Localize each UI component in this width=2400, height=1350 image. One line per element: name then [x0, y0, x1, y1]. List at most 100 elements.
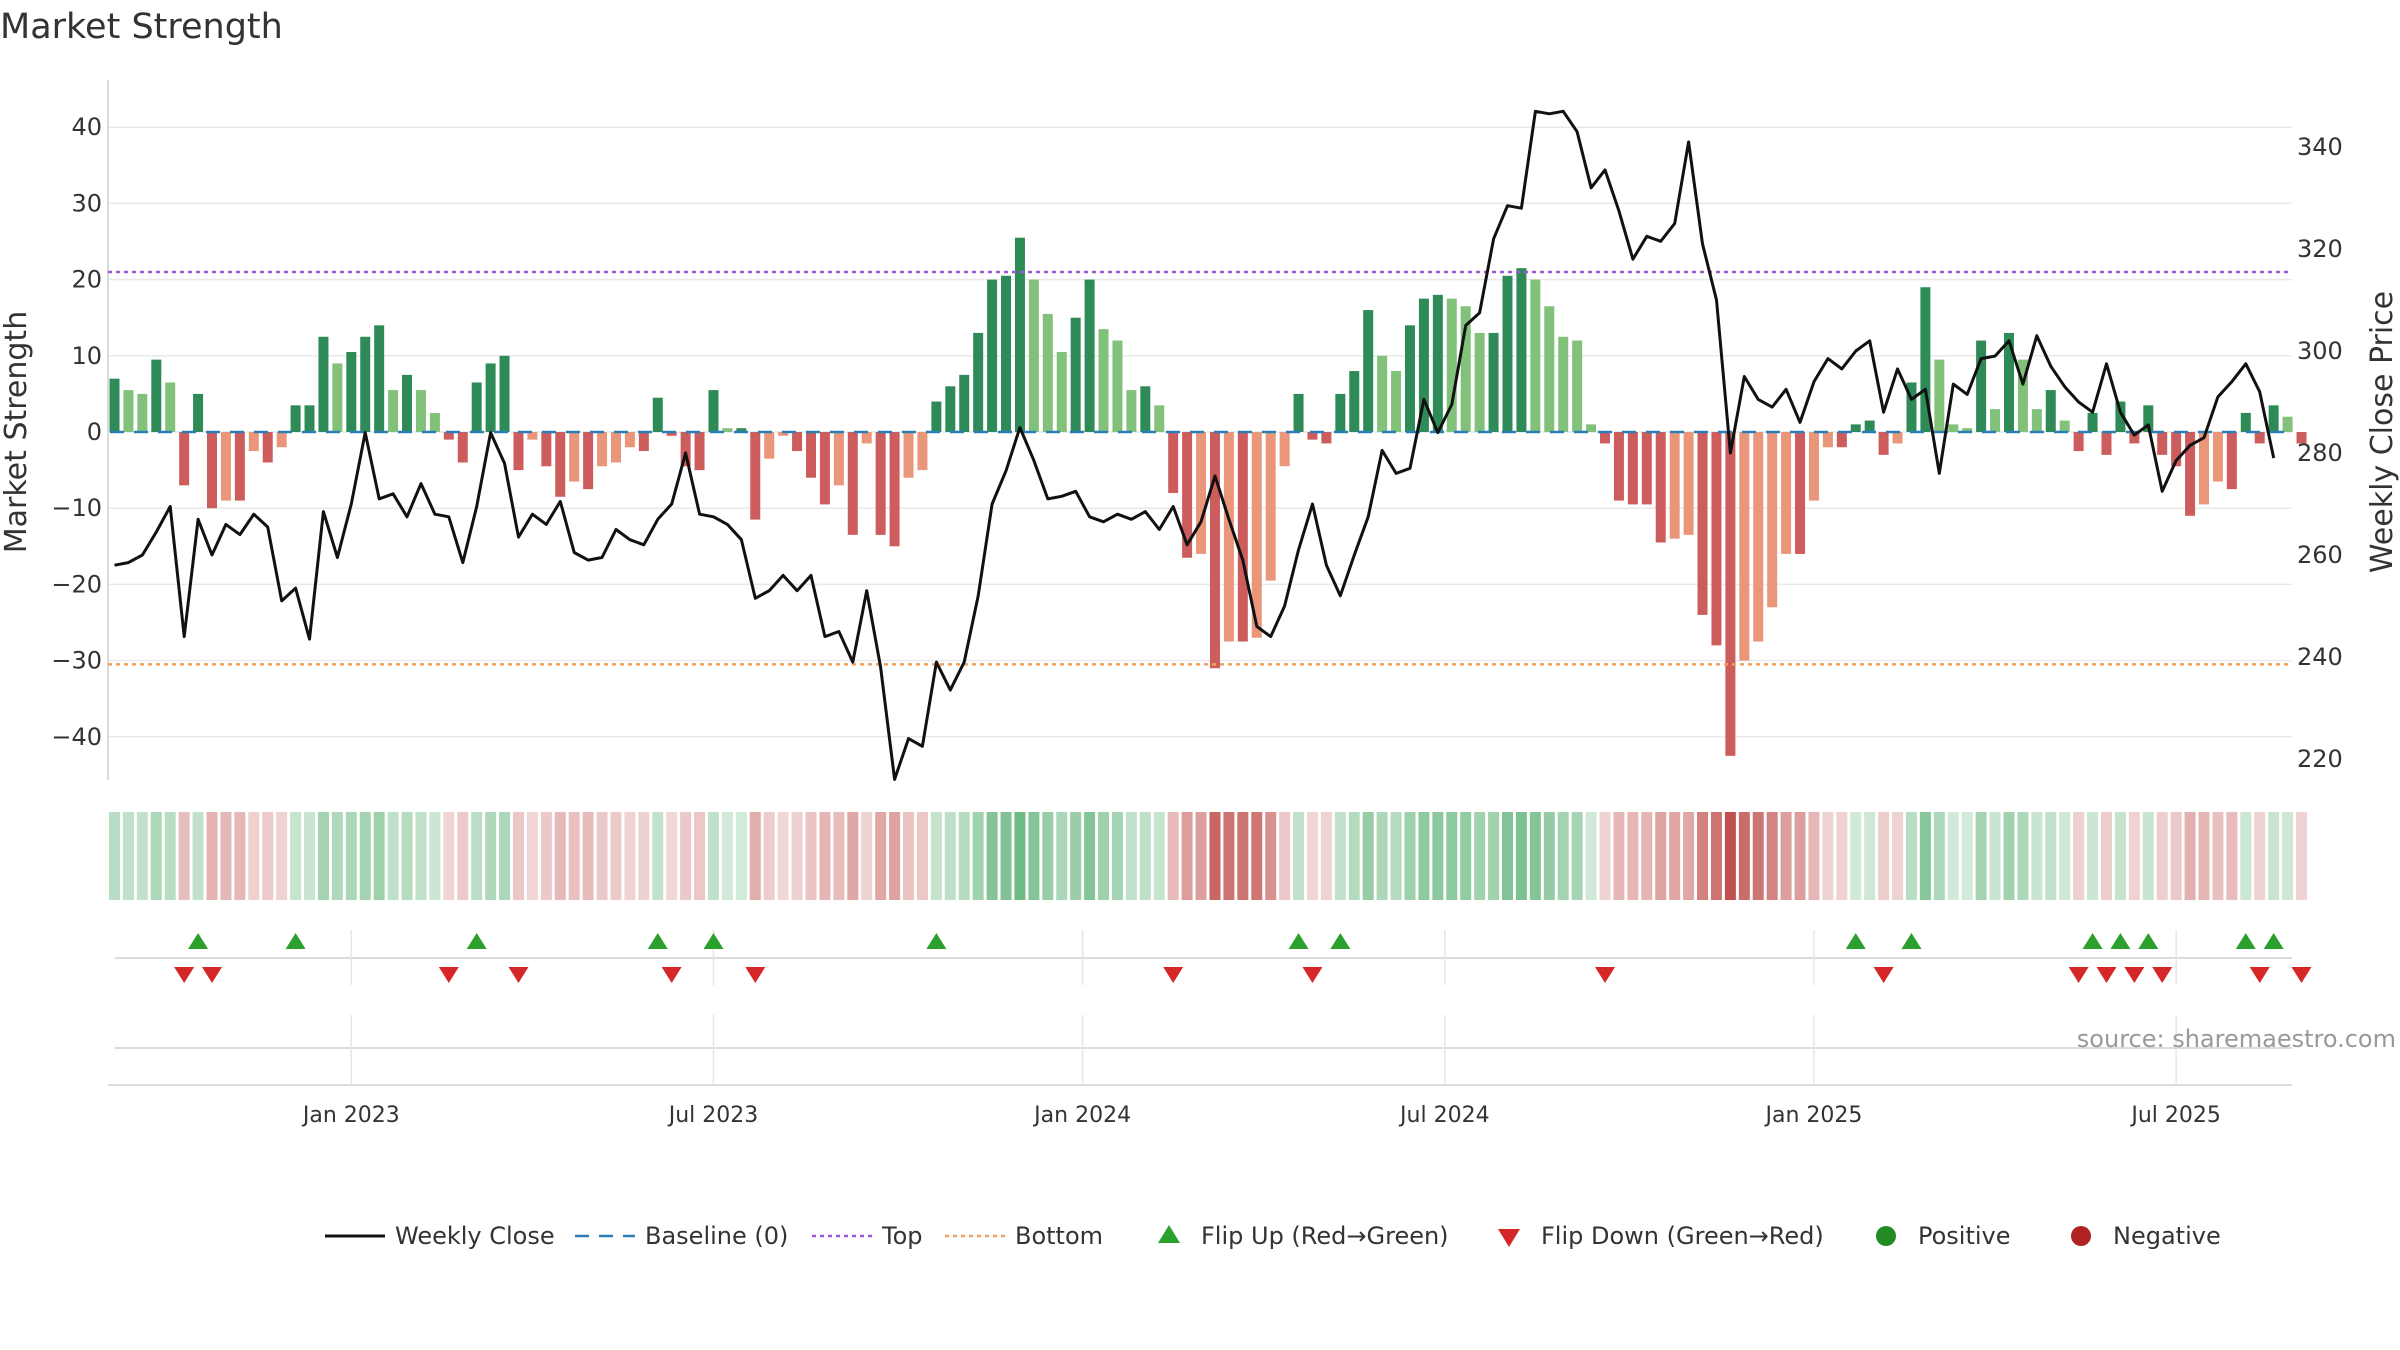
- strength-bar-positive: [1070, 317, 1081, 432]
- heat-cell-negative: [512, 812, 524, 900]
- strength-bar-negative: [527, 432, 538, 440]
- heat-cell-positive: [429, 812, 441, 900]
- strength-bar-negative: [2226, 432, 2237, 490]
- strength-bar-positive: [1056, 351, 1067, 432]
- flip-down-marker: [1595, 967, 1616, 983]
- heat-cell-negative: [833, 812, 845, 900]
- strength-bar-positive: [945, 386, 956, 432]
- right-tick-label: 220: [2297, 745, 2343, 773]
- strength-bar-negative: [1683, 432, 1694, 535]
- left-tick-label: 20: [71, 266, 102, 294]
- left-tick-label: 0: [87, 418, 102, 446]
- left-axis-label: Market Strength: [0, 311, 34, 553]
- heat-cell-negative: [1710, 812, 1722, 900]
- heat-cell-positive: [1014, 812, 1026, 900]
- strength-bar-negative: [694, 432, 705, 471]
- heat-cell-positive: [2142, 812, 2154, 900]
- strength-bar-positive: [708, 390, 719, 432]
- strength-bar-positive: [722, 428, 733, 432]
- heat-cell-positive: [1446, 812, 1458, 900]
- heat-cell-negative: [666, 812, 678, 900]
- x-tick-label: Jul 2023: [667, 1103, 759, 1128]
- heat-cell-positive: [415, 812, 427, 900]
- flip-down-marker: [1302, 967, 1323, 983]
- heat-cell-negative: [1167, 812, 1179, 900]
- strength-bar-positive: [1530, 279, 1541, 432]
- strength-bar-negative: [624, 432, 635, 448]
- heat-cell-negative: [1836, 812, 1848, 900]
- strength-bar-negative: [2101, 432, 2112, 455]
- heat-cell-positive: [387, 812, 399, 900]
- strength-bar-positive: [429, 412, 440, 432]
- strength-bar-negative: [861, 432, 872, 444]
- heat-cell-negative: [1738, 812, 1750, 900]
- heat-cell-negative: [680, 812, 692, 900]
- heat-cell-positive: [2017, 812, 2029, 900]
- heat-cell-positive: [958, 812, 970, 900]
- flip-vertical-grid: [350, 930, 2177, 985]
- heat-cell-positive: [164, 812, 176, 900]
- flip-down-marker: [2124, 967, 2145, 983]
- heat-cell-positive: [1418, 812, 1430, 900]
- flip-down-marker: [2249, 967, 2270, 983]
- strength-bar-positive: [290, 405, 301, 432]
- heat-cell-positive: [707, 812, 719, 900]
- heat-cell-positive: [2045, 812, 2057, 900]
- flip-up-marker: [1330, 933, 1351, 949]
- heat-cell-positive: [1125, 812, 1137, 900]
- flip-up-marker: [188, 933, 209, 949]
- strength-bar-positive: [415, 390, 426, 432]
- heat-cell-positive: [986, 812, 998, 900]
- heat-cell-negative: [1697, 812, 1709, 900]
- source-note: source: sharemaestro.com: [2077, 1025, 2396, 1053]
- heat-cell-negative: [2254, 812, 2266, 900]
- strength-bar-positive: [1418, 298, 1429, 432]
- bottom-panel: Jan 2023 Jul 2023 Jan 2024 Jul 2024 Jan 2025…: [108, 1015, 2396, 1128]
- heat-cell-positive: [721, 812, 733, 900]
- strength-bar-positive: [1850, 424, 1861, 432]
- strength-heat-strip: [109, 812, 2308, 900]
- heat-cell-positive: [1348, 812, 1360, 900]
- strength-bar-negative: [792, 432, 803, 452]
- heat-cell-positive: [1460, 812, 1472, 900]
- heat-cell-positive: [1975, 812, 1987, 900]
- strength-bar-negative: [443, 432, 454, 440]
- strength-bar-positive: [1962, 428, 1973, 432]
- strength-bar-positive: [959, 374, 970, 432]
- heat-cell-positive: [1571, 812, 1583, 900]
- strength-bar-positive: [485, 363, 496, 432]
- strength-bar-positive: [1126, 390, 1137, 432]
- flip-down-marker: [661, 967, 682, 983]
- heat-cell-negative: [2128, 812, 2140, 900]
- strength-bar-positive: [1558, 336, 1569, 432]
- heat-cell-negative: [1599, 812, 1611, 900]
- heat-cell-positive: [1390, 812, 1402, 900]
- strength-bar-positive: [1544, 306, 1555, 432]
- heat-cell-positive: [1933, 812, 1945, 900]
- left-tick-label: −40: [51, 723, 102, 751]
- strength-bar-positive: [1042, 313, 1053, 432]
- strength-bar-positive: [1377, 355, 1388, 432]
- strength-bar-positive: [2268, 405, 2279, 432]
- strength-bar-positive: [304, 405, 315, 432]
- strength-bar-positive: [1864, 420, 1875, 432]
- heat-cell-positive: [359, 812, 371, 900]
- heat-cell-positive: [1529, 812, 1541, 900]
- strength-bar-positive: [193, 393, 204, 432]
- heat-cell-positive: [2059, 812, 2071, 900]
- strength-bar-negative: [220, 432, 231, 501]
- heat-cell-positive: [1334, 812, 1346, 900]
- heat-cell-negative: [749, 812, 761, 900]
- heat-cell-negative: [638, 812, 650, 900]
- strength-bar-negative: [262, 432, 273, 463]
- strength-bar-positive: [1976, 340, 1987, 432]
- heat-cell-positive: [1850, 812, 1862, 900]
- strength-bar-negative: [1655, 432, 1666, 543]
- flip-up-marker: [285, 933, 306, 949]
- strength-bar-negative: [1795, 432, 1806, 554]
- strength-bar-negative: [638, 432, 649, 452]
- heat-cell-negative: [457, 812, 469, 900]
- heat-cell-positive: [1376, 812, 1388, 900]
- heat-cell-negative: [220, 812, 232, 900]
